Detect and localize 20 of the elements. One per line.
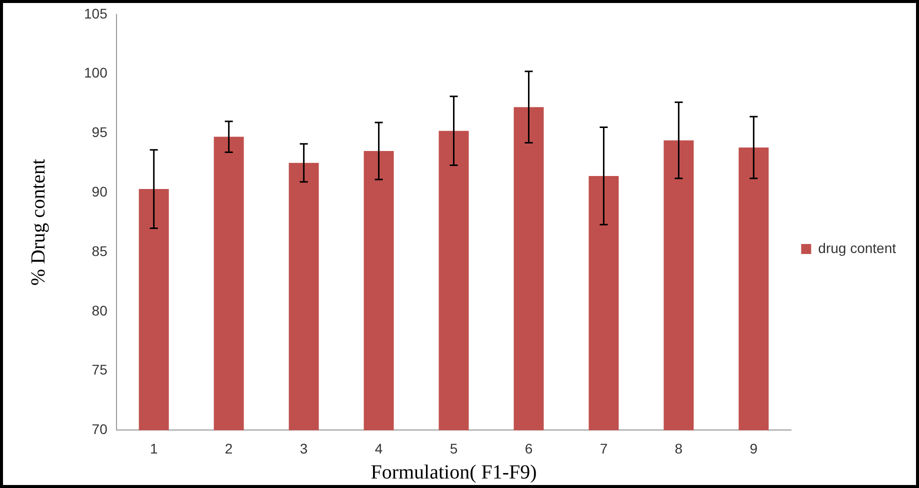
x-tick-label: 6 [524,440,533,456]
x-tick-label: 4 [374,440,383,456]
y-tick-label: 95 [92,124,108,140]
y-tick-label: 90 [92,183,108,200]
y-tick-label: 100 [84,64,108,81]
y-tick-label: 80 [92,302,108,318]
x-tick-label: 3 [300,440,308,456]
y-axis-title: % Drug content [27,158,50,286]
legend-label: drug content [818,240,896,256]
x-tick-label: 2 [224,440,233,456]
x-tick-label: 9 [750,440,758,456]
x-axis-title: Formulation( F1-F9) [370,461,537,484]
x-tick-label: 8 [674,440,683,456]
x-tick-label: 1 [150,440,158,456]
y-tick-label: 85 [92,242,108,259]
y-tick-label: 70 [92,421,108,438]
x-tick-label: 5 [450,440,458,456]
y-tick-label: 105 [84,5,108,22]
y-tick-label: 75 [92,362,108,378]
x-tick-label: 7 [600,440,608,456]
